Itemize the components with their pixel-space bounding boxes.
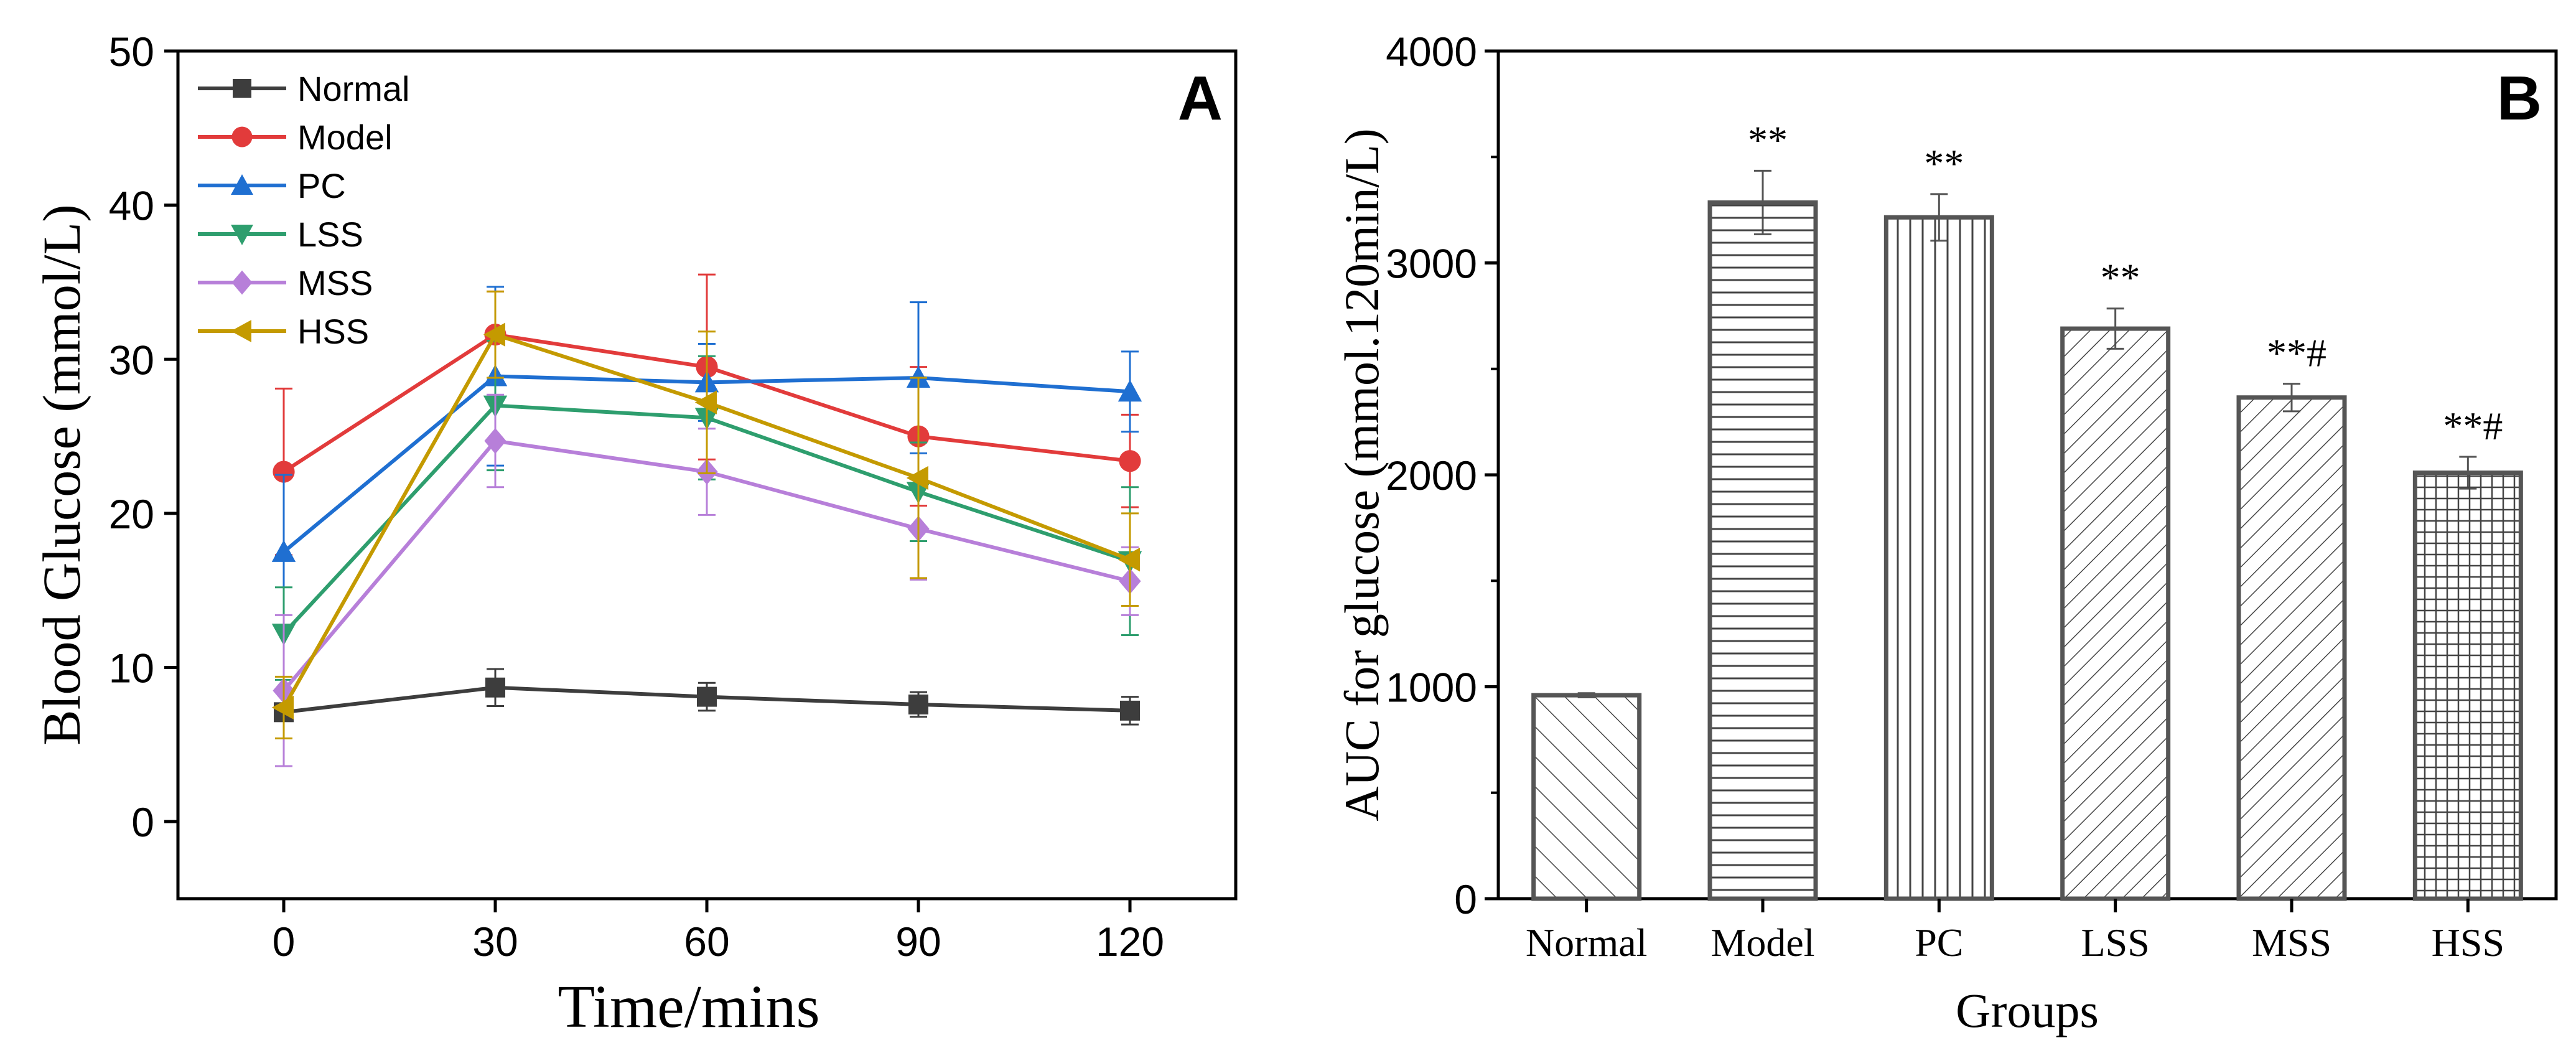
panel-a-x-axis-label: Time/mins (558, 973, 819, 1041)
point-normal-30 (485, 677, 505, 698)
x-tick-label-lss: LSS (2081, 920, 2150, 965)
y-tick-label-3000: 3000 (1386, 241, 1477, 287)
panel-a-line-chart: 0 10 20 30 40 50 0 30 60 90 120 Normal Model PC LSS M… (32, 29, 1238, 1041)
x-tick-label-hss: HSS (2432, 920, 2504, 965)
bar-group-hss: HSS **# (2412, 404, 2523, 965)
bar-model (1707, 200, 1818, 901)
panel-a-y-axis-label: Blood Glucose (mmol/L) (32, 204, 91, 745)
panel-b-y-axis: 0 1000 2000 3000 4000 (1386, 29, 1498, 922)
legend-marker-normal (233, 79, 251, 98)
panel-b-bars: Normal Model ** PC ** LSS ** MSS **# HSS **# (1526, 118, 2523, 965)
legend-marker-lss (231, 225, 253, 245)
y-tick-label-0: 0 (131, 799, 154, 845)
legend-label-model: Model (297, 118, 393, 157)
panel-a-series (271, 273, 1142, 767)
legend-marker-hss (231, 320, 251, 342)
bar-group-model: Model ** (1707, 118, 1818, 965)
point-pc-90 (906, 365, 931, 388)
bar-group-pc: PC ** (1883, 141, 1994, 965)
point-hss-0 (271, 695, 294, 720)
y-tick-label-2000: 2000 (1386, 452, 1477, 499)
legend-label-hss: HSS (297, 312, 369, 351)
series-normal (274, 668, 1140, 726)
point-hss-30 (483, 322, 505, 347)
y-tick-label-10: 10 (109, 645, 154, 691)
panel-a-x-axis: 0 30 60 90 120 (273, 899, 1164, 965)
bar-normal (1531, 693, 1642, 901)
significance-hss: **# (2443, 404, 2503, 448)
y-tick-label-50: 50 (109, 29, 154, 75)
legend-label-pc: PC (297, 166, 346, 205)
x-tick-label-pc: PC (1915, 920, 1963, 965)
legend-label-mss: MSS (297, 263, 373, 302)
y-tick-label-1000: 1000 (1386, 665, 1477, 711)
x-tick-label-normal: Normal (1526, 920, 1648, 965)
significance-model: ** (1748, 118, 1788, 162)
panel-b-y-axis-label: AUC for glucose (mmol.120min/L) (1335, 128, 1389, 822)
point-normal-120 (1120, 700, 1140, 721)
bar-group-lss: LSS ** (2060, 256, 2171, 965)
legend-label-lss: LSS (297, 215, 363, 254)
point-model-0 (273, 461, 295, 483)
bar-group-mss: MSS **# (2236, 331, 2347, 965)
bar-hss (2412, 470, 2523, 901)
legend-marker-model (231, 126, 253, 147)
panel-b-bar-chart: 0 1000 2000 3000 4000 Normal Model ** PC ** LSS **… (1335, 29, 2558, 1037)
x-tick-label-0: 0 (273, 919, 296, 965)
legend-marker-pc (231, 174, 253, 195)
significance-pc: ** (1924, 141, 1964, 185)
legend-marker-mss (231, 270, 253, 295)
panel-a-y-axis: 0 10 20 30 40 50 (109, 29, 178, 845)
x-tick-label-mss: MSS (2252, 920, 2331, 965)
x-tick-label-120: 120 (1096, 919, 1164, 965)
point-model-120 (1119, 450, 1141, 472)
y-tick-label-0: 0 (1454, 876, 1477, 922)
y-tick-label-20: 20 (109, 491, 154, 537)
x-tick-label-90: 90 (895, 919, 941, 965)
bar-mss (2236, 395, 2347, 901)
point-normal-60 (697, 686, 717, 707)
point-mss-30 (484, 428, 506, 454)
y-tick-label-40: 40 (109, 183, 154, 229)
series-hss (271, 290, 1140, 739)
legend-label-normal: Normal (297, 69, 409, 108)
significance-lss: ** (2101, 256, 2140, 300)
y-tick-label-30: 30 (109, 337, 154, 383)
y-tick-label-4000: 4000 (1386, 29, 1477, 75)
x-tick-label-model: Model (1710, 920, 1814, 965)
panel-b-plot-frame (1496, 49, 2558, 901)
panel-b-x-axis-label: Groups (1956, 983, 2099, 1037)
x-tick-label-60: 60 (684, 919, 729, 965)
point-hss-120 (1118, 548, 1140, 572)
point-normal-90 (908, 694, 928, 714)
bar-pc (1883, 215, 1994, 901)
point-hss-90 (906, 466, 928, 490)
panel-b-label: B (2497, 63, 2542, 133)
point-pc-120 (1118, 380, 1142, 402)
bar-group-normal: Normal (1526, 692, 1648, 965)
point-hss-60 (694, 390, 717, 414)
panel-a-legend: Normal Model PC LSS MSS HSS (198, 69, 409, 351)
significance-mss: **# (2267, 331, 2326, 375)
point-pc-0 (271, 540, 296, 562)
bar-lss (2060, 326, 2171, 901)
x-tick-label-30: 30 (472, 919, 518, 965)
panel-a-label: A (1178, 63, 1223, 133)
